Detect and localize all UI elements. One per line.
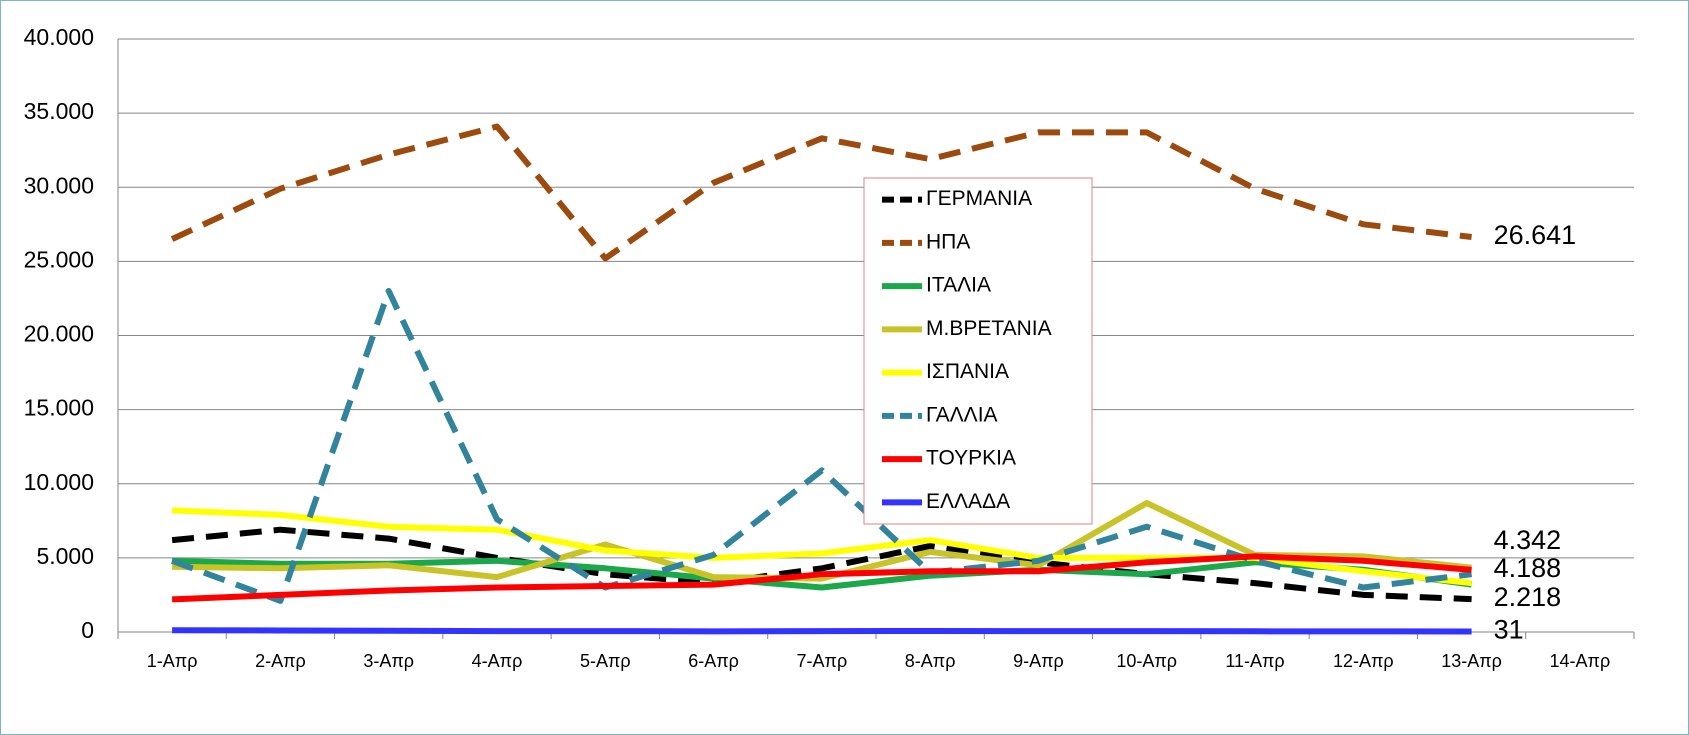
x-tick-label: 12-Απρ [1333,651,1394,671]
y-tick-label: 15.000 [24,395,94,421]
legend-box [863,177,1093,525]
x-tick-label: 2-Απρ [255,651,306,671]
data-label: 4.188 [1494,553,1562,583]
series-line [171,526,1472,603]
x-tick-label: 1-Απρ [147,651,198,671]
x-tick-label: 10-Απρ [1116,651,1177,671]
data-label: 4.342 [1494,525,1562,555]
y-tick-label: 10.000 [24,469,94,495]
y-tick-label: 40.000 [24,24,94,50]
y-tick-label: 35.000 [24,98,94,124]
x-tick-label: 8-Απρ [905,651,956,671]
x-tick-label: 7-Απρ [797,651,848,671]
data-label: 2.218 [1494,582,1562,612]
y-tick-label: 20.000 [24,321,94,347]
axes: 0 5.000 10.000 15.000 20.000 25.000 30.000 35.0… [24,24,1635,671]
x-tick-label: 6-Απρ [688,651,739,671]
legend-label: Μ.ΒΡΕΤΑΝΙΑ [926,317,1052,340]
x-tick-label: 11-Απρ [1225,651,1284,671]
legend-label: ΤΟΥΡΚΙΑ [926,447,1016,470]
x-tick-label: 13-Απρ [1441,651,1502,671]
x-tick-label: 4-Απρ [472,651,523,671]
y-tick-label: 25.000 [24,246,94,272]
series-line [170,123,1472,262]
legend-label: ΙΤΑΛΙΑ [926,274,991,297]
y-tick-label: 5.000 [36,543,94,569]
x-tick-label: 3-Απρ [363,651,414,671]
series-line [172,627,1472,635]
plot-lines [170,123,1473,635]
legend-label: ΕΛΛΑΔΑ [926,490,1010,513]
legend: ΓΕΡΜΑΝΙΑ ΗΠΑ ΙΤΑΛΙΑ Μ.ΒΡΕΤΑΝΙΑ ΙΣΠΑΝΙΑ ΓΑΛΛΙΑ… [863,177,1093,525]
x-tick-label: 9-Απρ [1013,651,1064,671]
legend-label: ΗΠΑ [926,230,970,253]
series-line [171,553,1472,603]
series-line [171,288,1472,604]
legend-label: ΙΣΠΑΝΙΑ [926,360,1009,383]
legend-label: ΓΑΛΛΙΑ [926,403,998,426]
y-tick-label: 30.000 [24,172,94,198]
legend-label: ΓΕΡΜΑΝΙΑ [926,187,1032,210]
x-tick-label: 5-Απρ [580,651,631,671]
data-label: 26.641 [1494,220,1577,250]
data-label: 31 [1494,615,1524,645]
x-tick-label: 14-Απρ [1550,651,1611,671]
y-tick-label: 0 [81,617,94,643]
